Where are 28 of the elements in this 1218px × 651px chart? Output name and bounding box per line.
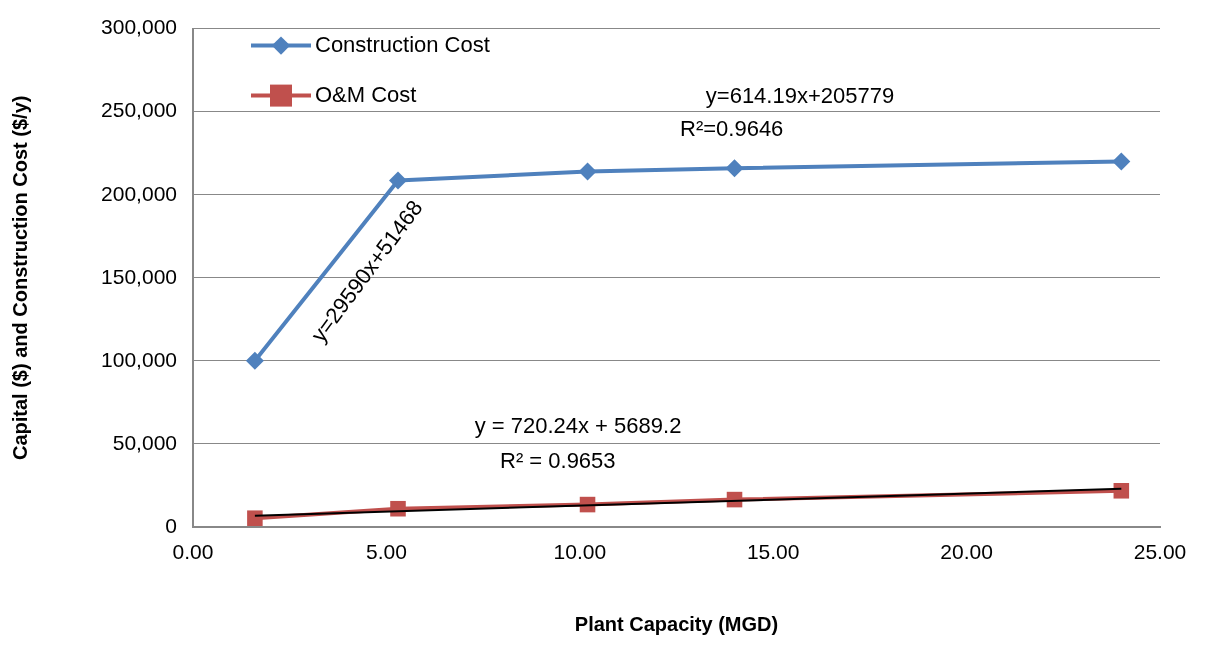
annotation: y=614.19x+205779 <box>705 83 895 109</box>
annotation: R² = 0.9653 <box>500 448 616 474</box>
point <box>1112 152 1131 171</box>
point <box>1113 483 1130 499</box>
point <box>245 351 264 370</box>
point <box>725 159 744 178</box>
y-tick-label: 0 <box>165 513 177 537</box>
x-tick-label: 20.00 <box>940 540 993 564</box>
annotation: y = 720.24x + 5689.2 <box>474 413 682 439</box>
point <box>578 162 597 181</box>
y-axis-title: Capital ($) and Construction Cost ($/y) <box>8 95 31 461</box>
annotation: R²=0.9646 <box>680 116 784 142</box>
y-tick-label: 150,000 <box>101 264 177 288</box>
legend-label: O&M Cost <box>315 81 417 107</box>
x-tick-label: 0.00 <box>172 540 214 564</box>
y-tick-label: 250,000 <box>101 98 177 122</box>
legend-label: Construction Cost <box>315 31 490 57</box>
y-tick-label: 50,000 <box>112 430 177 454</box>
x-tick-label: 25.00 <box>1133 540 1187 564</box>
point <box>389 171 407 190</box>
x-axis-title: Plant Capacity (MGD) <box>574 612 779 635</box>
y-tick-label: 100,000 <box>101 347 177 371</box>
point <box>247 510 263 526</box>
y-tick-label: 300,000 <box>101 15 177 39</box>
x-tick-label: 15.00 <box>746 540 800 564</box>
y-tick-label: 200,000 <box>101 181 177 205</box>
x-tick-label: 5.00 <box>365 540 407 564</box>
x-tick-label: 10.00 <box>553 540 607 564</box>
